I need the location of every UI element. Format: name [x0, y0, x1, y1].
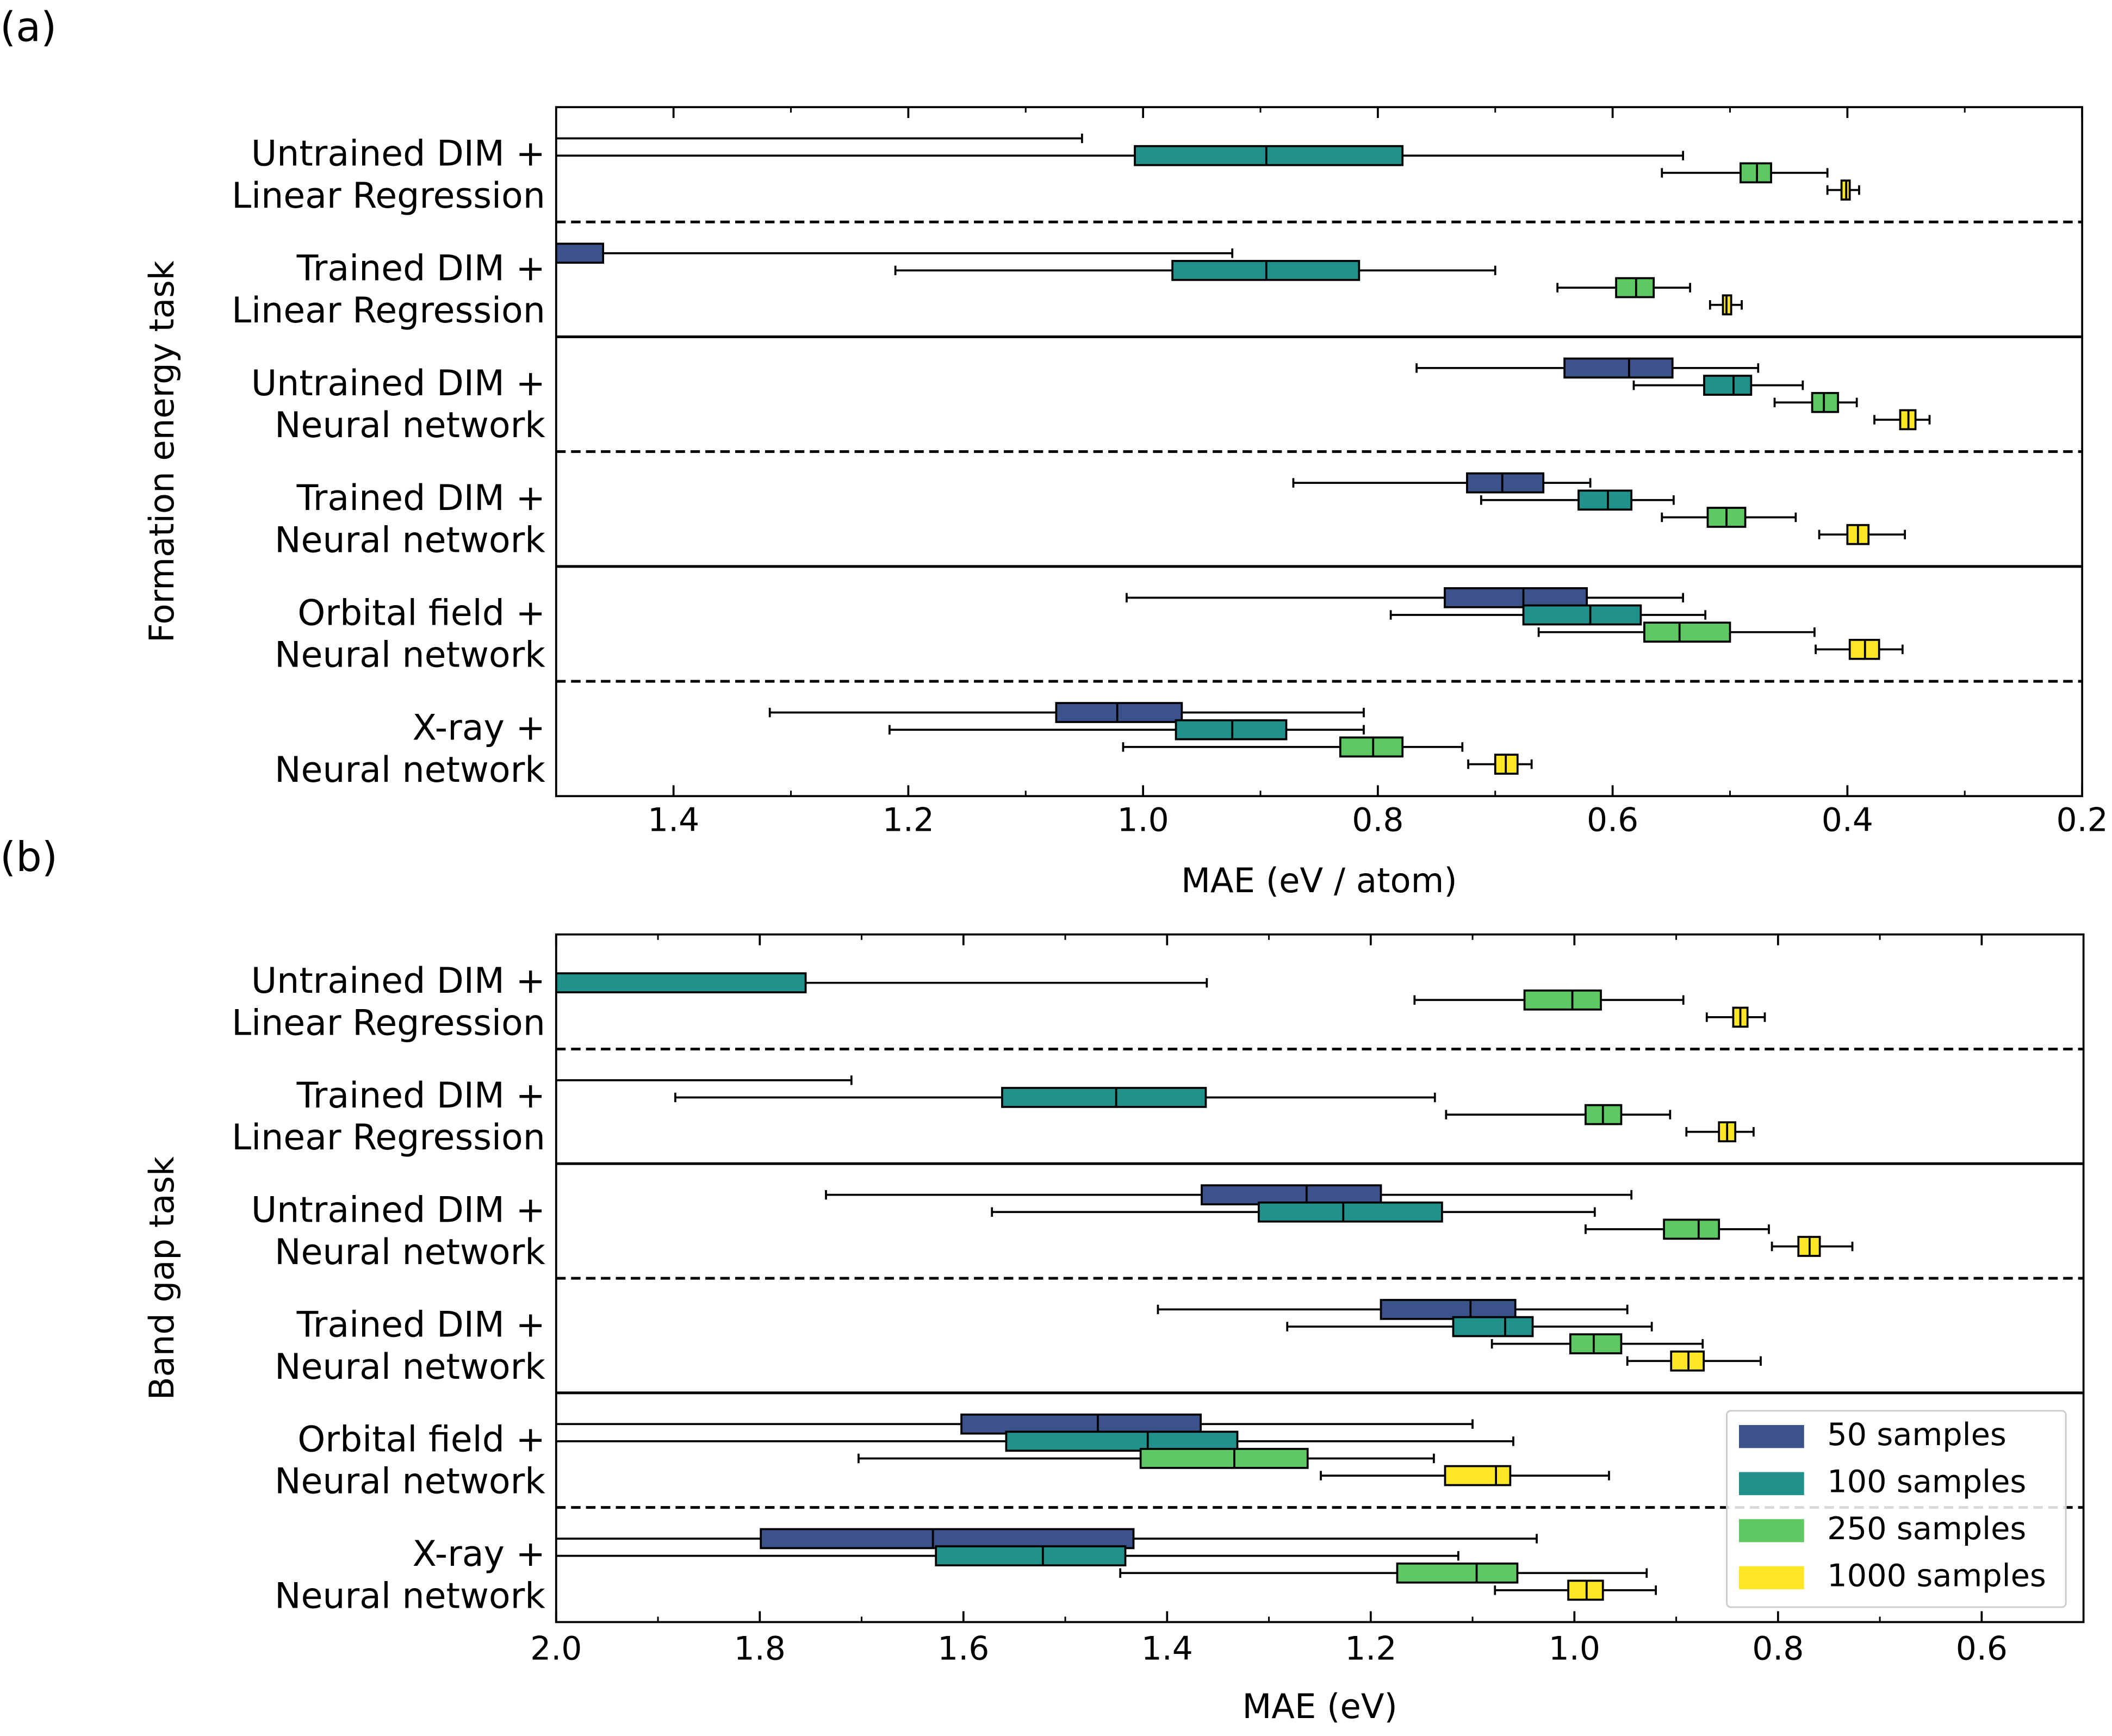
group-label: Neural network	[275, 750, 545, 791]
group-label: Linear Regression	[232, 1003, 545, 1043]
x-tick-label: 1.8	[734, 1629, 786, 1667]
legend-label: 1000 samples	[1827, 1558, 2046, 1594]
group-label: Linear Regression	[232, 290, 545, 331]
group-label: Linear Regression	[232, 1117, 545, 1158]
x-tick-label: 1.0	[1117, 801, 1169, 839]
group-label: Trained DIM +	[296, 248, 545, 289]
box	[1175, 719, 1288, 741]
box	[1444, 587, 1588, 608]
box	[1139, 1448, 1309, 1469]
plot-area	[556, 133, 1931, 775]
box	[960, 1413, 1202, 1435]
box	[1569, 1333, 1623, 1354]
group-label: Neural network	[275, 1347, 545, 1387]
legend-label: 100 samples	[1827, 1463, 2026, 1499]
x-tick-label: 1.2	[1345, 1629, 1396, 1667]
box	[1134, 145, 1404, 166]
box	[1811, 391, 1839, 413]
box	[556, 242, 604, 264]
box	[1339, 736, 1404, 758]
group-label: Neural network	[275, 520, 545, 561]
group-label: Trained DIM +	[296, 1304, 545, 1345]
legend-frame	[1726, 1410, 2067, 1608]
x-axis-label: MAE (eV / atom)	[1181, 861, 1457, 900]
group-label: Linear Regression	[232, 176, 545, 216]
group-label: Untrained DIM +	[251, 961, 545, 1001]
box	[1563, 357, 1674, 379]
box	[935, 1545, 1127, 1566]
box	[1523, 989, 1602, 1011]
x-tick-label: 1.6	[937, 1629, 989, 1667]
plot-area	[556, 972, 1854, 1601]
group-label: Orbital field +	[297, 1419, 545, 1460]
x-tick-label: 1.0	[1549, 1629, 1600, 1667]
box	[1201, 1184, 1382, 1205]
x-tick-label: 0.6	[1956, 1629, 2008, 1667]
y-axis-label: Band gap task	[142, 1156, 182, 1400]
x-axis-label: MAE (eV)	[1242, 1687, 1397, 1726]
box	[760, 1528, 1135, 1550]
legend-swatch	[1738, 1519, 1804, 1542]
box	[1257, 1201, 1443, 1223]
box	[1522, 604, 1642, 626]
box	[1670, 1350, 1705, 1372]
box	[1444, 1465, 1512, 1486]
x-tick-label: 0.6	[1587, 801, 1638, 839]
group-label: Neural network	[275, 1461, 545, 1502]
x-tick-label: 1.4	[648, 801, 699, 839]
box	[1466, 472, 1545, 494]
axes-frame	[555, 933, 2085, 1623]
box	[1001, 1087, 1207, 1108]
panel-label: (b)	[0, 833, 58, 881]
x-tick-label: 0.2	[2057, 801, 2108, 839]
box	[1615, 277, 1655, 298]
group-label: Neural network	[275, 635, 545, 676]
group-label: Trained DIM +	[296, 478, 545, 519]
y-axis-label: Formation energy task	[142, 260, 182, 643]
legend-label: 50 samples	[1827, 1416, 2007, 1453]
box	[1452, 1316, 1534, 1337]
box	[1643, 621, 1731, 643]
x-tick-label: 0.4	[1822, 801, 1873, 839]
legend-swatch	[1738, 1472, 1804, 1495]
axes-frame	[555, 106, 2083, 798]
box	[1577, 489, 1633, 511]
x-tick-label: 0.8	[1752, 1629, 1804, 1667]
group-label: Untrained DIM +	[251, 133, 545, 174]
group-label: Neural network	[275, 1576, 545, 1616]
box	[1703, 375, 1753, 396]
box	[1663, 1218, 1720, 1240]
box	[1740, 162, 1772, 184]
box	[1396, 1562, 1519, 1584]
group-label: Untrained DIM +	[251, 363, 545, 404]
box	[556, 972, 807, 994]
x-tick-label: 1.2	[883, 801, 934, 839]
x-tick-label: 2.0	[530, 1629, 582, 1667]
x-tick-label: 0.8	[1352, 801, 1403, 839]
panel-label: (a)	[0, 3, 57, 51]
box	[1567, 1579, 1604, 1601]
legend-swatch	[1738, 1425, 1804, 1448]
group-label: X-ray +	[412, 1534, 545, 1575]
group-label: Neural network	[275, 1232, 545, 1273]
box	[1380, 1299, 1517, 1320]
group-label: Trained DIM +	[296, 1075, 545, 1116]
group-label: Untrained DIM +	[251, 1190, 545, 1231]
legend-label: 250 samples	[1827, 1510, 2026, 1547]
group-label: Orbital field +	[297, 593, 545, 633]
box	[1055, 702, 1183, 723]
x-tick-label: 1.4	[1141, 1629, 1193, 1667]
group-label: X-ray +	[412, 707, 545, 748]
legend-swatch	[1738, 1566, 1804, 1590]
group-label: Neural network	[275, 405, 545, 446]
box	[1005, 1430, 1239, 1452]
